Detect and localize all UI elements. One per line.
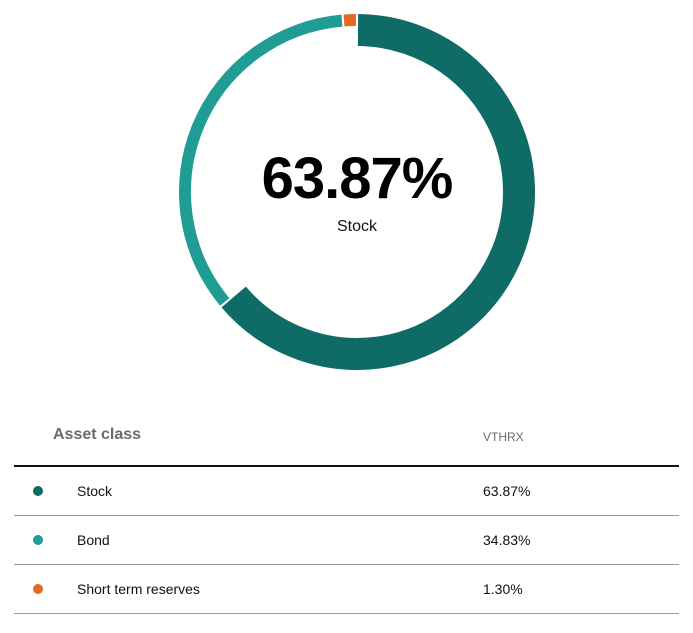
table-row-stock: Stock 63.87% [14,467,679,516]
short-term-reserves-legend-dot [33,584,43,594]
row-label: Stock [77,483,113,499]
row-value: 1.30% [483,581,523,597]
bond-slice [179,14,343,306]
asset-class-header: Asset class [53,426,142,443]
center-percentage: 63.87% [261,146,454,211]
row-value: 63.87% [483,483,531,499]
row-label: Bond [77,532,110,548]
row-value: 34.83% [483,532,531,548]
stock-legend-dot [33,486,43,496]
table-row-bond: Bond 34.83% [14,516,679,565]
stock-slice [221,14,535,370]
bond-legend-dot [33,535,43,545]
donut-chart [179,14,535,370]
asset-class-table: Asset class VTHRX Stock 63.87% Bond 34.8… [14,418,679,614]
center-label: Stock [336,218,377,235]
fund-column-header: VTHRX [483,430,524,444]
row-label: Short term reserves [77,581,200,597]
table-header: Asset class VTHRX [14,418,679,467]
table-row-short-term-reserves: Short term reserves 1.30% [14,565,679,614]
